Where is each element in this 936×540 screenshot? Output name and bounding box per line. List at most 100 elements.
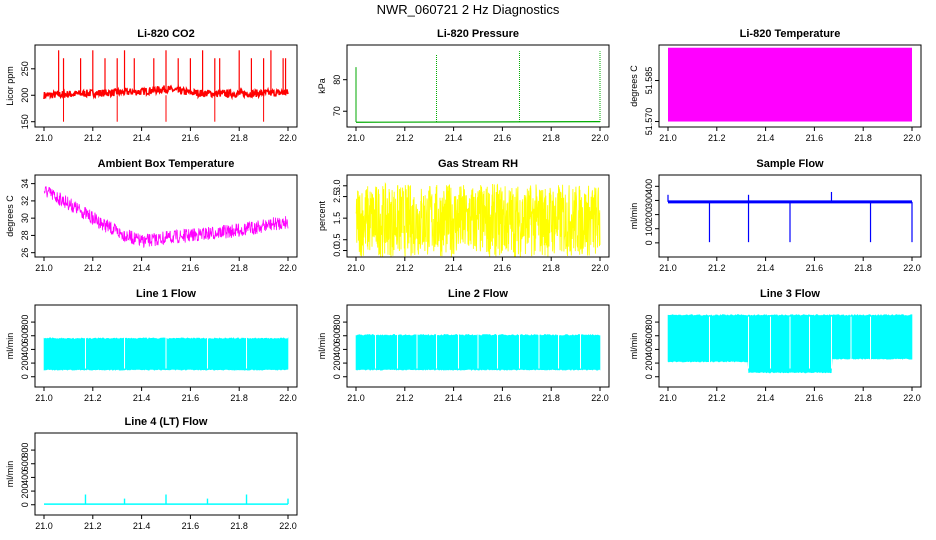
y-tick-label: 200: [20, 484, 30, 499]
y-tick-label: 800: [644, 315, 654, 330]
y-tick-label: 800: [332, 315, 342, 330]
plot-frame: [658, 174, 922, 258]
plot-frame: [34, 174, 298, 258]
plot-frame: [34, 304, 298, 388]
y-tick-label: 600: [20, 456, 30, 471]
series-marks: [355, 316, 601, 371]
y-tick-label: 26: [20, 248, 30, 258]
y-axis-label: ml/min: [5, 333, 15, 360]
y-tick-label: 150: [20, 114, 30, 129]
panel-title: Line 3 Flow: [760, 288, 820, 300]
series-line: [355, 121, 601, 123]
x-tick-label: 21.4: [133, 263, 151, 273]
x-tick-label: 21.8: [542, 133, 560, 143]
x-tick-label: 22.0: [903, 263, 921, 273]
y-tick-label: 80: [332, 75, 342, 85]
x-tick-label: 21.8: [854, 263, 872, 273]
x-tick-label: 21.8: [854, 393, 872, 403]
panel-3: Li-820 Temperature 21.0 21.2 21.4 21.6 21.8 22…: [629, 28, 922, 143]
x-tick-label: 21.4: [757, 133, 775, 143]
panel-6: Sample Flow 21.0 21.2 21.4 21.6 21.8 22.0 0 1002…: [629, 158, 922, 273]
y-tick-label: 3.0: [332, 180, 342, 193]
y-tick-label: 600: [644, 328, 654, 343]
panel-2: Li-820 Pressure 21.0 21.2 21.4 21.6 21.8 22.0 7…: [317, 28, 610, 143]
x-tick-label: 21.4: [757, 263, 775, 273]
x-tick-label: 21.2: [84, 133, 102, 143]
series-marks: [668, 47, 912, 122]
y-tick-label: 0: [20, 502, 30, 507]
y-tick-label: 51.585: [644, 67, 654, 95]
x-tick-label: 21.2: [396, 393, 414, 403]
x-tick-label: 21.6: [182, 263, 200, 273]
y-axis-label: kPa: [317, 78, 327, 94]
y-axis-label: ml/min: [5, 461, 15, 488]
panel-1: Li-820 CO2 21.0 21.2 21.4 21.6 21.8 22.0 150 200…: [5, 28, 298, 143]
y-tick-label: 400: [644, 342, 654, 357]
panel-10: Line 4 (LT) Flow 21.0 21.2 21.4 21.6 21.8 22.0…: [5, 416, 298, 531]
x-tick-label: 21.0: [35, 393, 53, 403]
y-axis-label: degrees C: [5, 195, 15, 237]
panel-4: Ambient Box Temperature 21.0 21.2 21.4 21.6 2…: [5, 158, 298, 273]
plot-frame: [346, 44, 610, 128]
series-line: [355, 182, 601, 257]
x-tick-label: 21.2: [396, 263, 414, 273]
y-tick-label: 0: [644, 240, 654, 245]
y-tick-label: 28: [20, 230, 30, 240]
x-tick-label: 21.4: [133, 393, 151, 403]
x-tick-label: 21.6: [182, 133, 200, 143]
series-marks: [355, 182, 601, 257]
x-tick-label: 21.4: [133, 133, 151, 143]
y-tick-label: 30: [20, 213, 30, 223]
y-tick-label: 300: [644, 193, 654, 208]
series-marks: [43, 50, 289, 122]
y-axis-label: Licor ppm: [5, 66, 15, 106]
x-tick-label: 21.0: [347, 393, 365, 403]
x-tick-label: 21.6: [494, 393, 512, 403]
x-tick-label: 21.4: [445, 393, 463, 403]
plot-frame: [346, 174, 610, 258]
y-tick-label: 200: [20, 88, 30, 103]
x-tick-label: 22.0: [279, 521, 297, 531]
y-tick-label: 200: [644, 356, 654, 371]
x-tick-label: 21.2: [708, 393, 726, 403]
panel-title: Line 1 Flow: [136, 288, 196, 300]
plot-frame: [658, 44, 922, 128]
y-tick-label: 0.0: [332, 244, 342, 257]
y-tick-label: 1.5: [332, 212, 342, 225]
x-tick-label: 21.6: [182, 521, 200, 531]
x-tick-label: 21.2: [84, 521, 102, 531]
x-tick-label: 21.0: [347, 263, 365, 273]
plot-frame: [34, 432, 298, 516]
panel-title: Li-820 Pressure: [437, 28, 519, 40]
x-tick-label: 21.0: [659, 263, 677, 273]
series-marks: [44, 494, 289, 505]
x-tick-label: 21.6: [494, 263, 512, 273]
plot-frame: [658, 304, 922, 388]
panel-title: Li-820 Temperature: [740, 28, 841, 40]
panel-title: Sample Flow: [756, 158, 824, 170]
x-tick-label: 21.6: [494, 133, 512, 143]
series-marks: [667, 314, 913, 374]
x-tick-label: 22.0: [279, 393, 297, 403]
x-tick-label: 21.8: [230, 521, 248, 531]
x-tick-label: 21.2: [84, 393, 102, 403]
panel-title: Line 4 (LT) Flow: [125, 416, 208, 428]
x-tick-label: 21.0: [659, 393, 677, 403]
x-tick-label: 21.8: [854, 133, 872, 143]
y-tick-label: 600: [20, 328, 30, 343]
plot-frame: [346, 304, 610, 388]
y-tick-label: 51.570: [644, 108, 654, 136]
x-tick-label: 21.2: [708, 133, 726, 143]
x-tick-label: 21.8: [230, 133, 248, 143]
y-tick-label: 800: [20, 315, 30, 330]
panel-8: Line 2 Flow 21.0 21.2 21.4 21.6 21.8 22.0 0 2004…: [317, 288, 610, 403]
y-tick-label: 250: [20, 61, 30, 76]
x-tick-label: 21.4: [133, 521, 151, 531]
y-tick-label: 0.5: [332, 233, 342, 246]
y-tick-label: 70: [332, 106, 342, 116]
x-tick-label: 21.6: [806, 263, 824, 273]
plot-frame: [34, 44, 298, 128]
panel-9: Line 3 Flow 21.0 21.2 21.4 21.6 21.8 22.0 0 2004…: [629, 288, 922, 403]
y-tick-label: 200: [644, 207, 654, 222]
x-tick-label: 21.2: [708, 263, 726, 273]
